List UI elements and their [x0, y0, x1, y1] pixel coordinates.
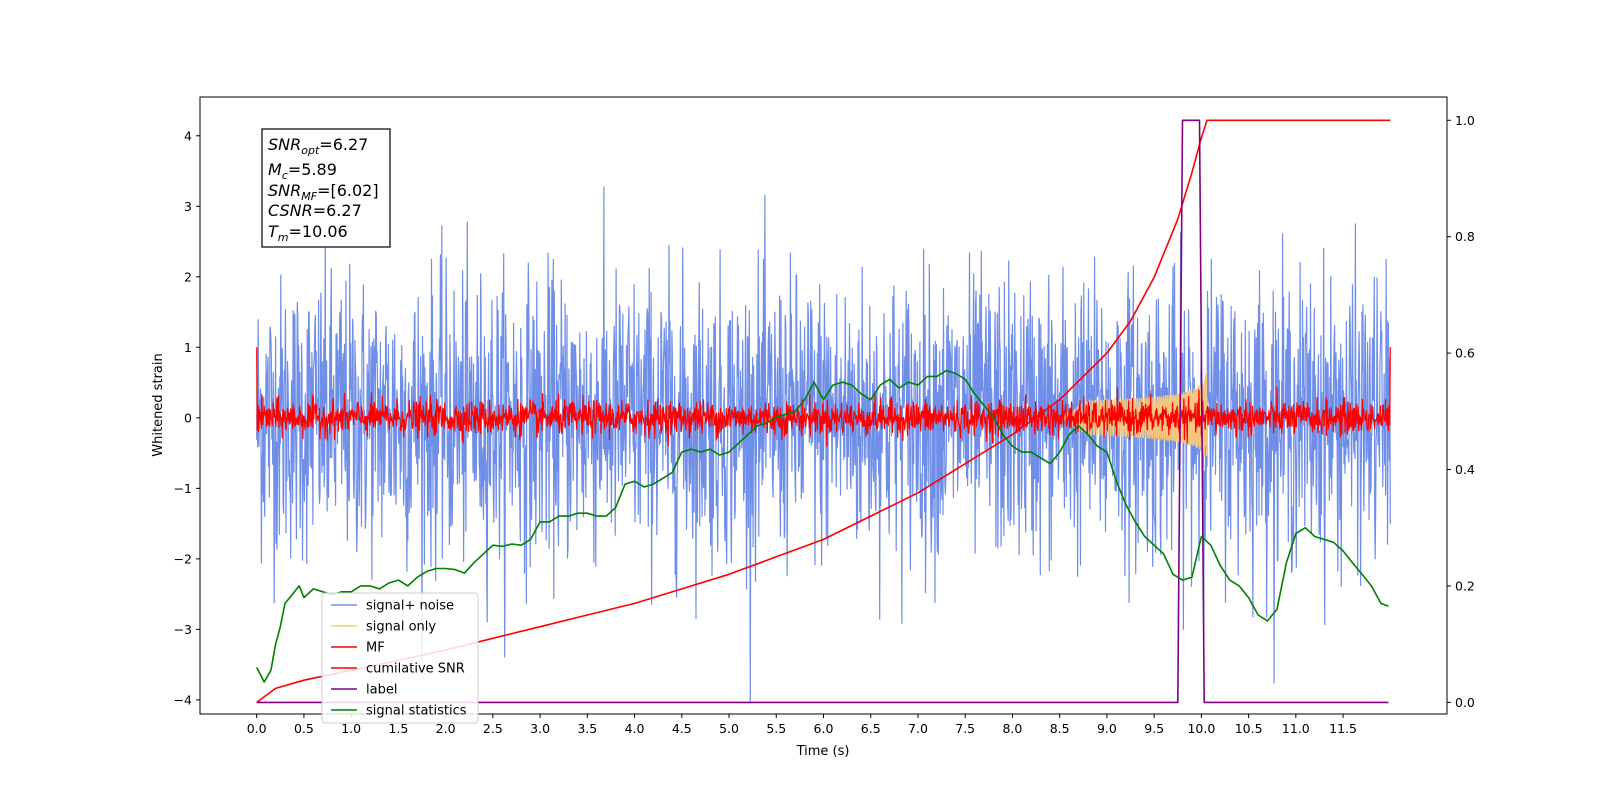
y-tick-label: 4 [184, 128, 192, 143]
x-tick-label: 1.5 [388, 721, 408, 736]
x-tick-label: 7.5 [955, 721, 975, 736]
x-tick-label: 4.5 [672, 721, 692, 736]
x-tick-label: 8.5 [1050, 721, 1070, 736]
y-tick-label: −3 [174, 622, 192, 637]
x-tick-label: 2.5 [483, 721, 503, 736]
legend-label: label [366, 683, 397, 698]
svg-text:SNRMF=[6.02]: SNRMF=[6.02] [268, 181, 379, 203]
y-tick-label: 2 [184, 269, 192, 284]
legend-label: signal+ noise [366, 599, 454, 614]
x-tick-label: 0.0 [247, 721, 267, 736]
series-signal-statistics [255, 369, 1389, 683]
y2-tick-label: 1.0 [1455, 113, 1475, 128]
y-tick-label: −1 [174, 481, 192, 496]
x-tick-label: 3.0 [530, 721, 550, 736]
x-tick-label: 6.5 [861, 721, 881, 736]
legend-label: signal only [366, 620, 436, 635]
info-snr-opt: =6.27 [319, 135, 368, 154]
y-axis-label: Whitened strain [151, 353, 166, 456]
info-tm: =10.06 [289, 222, 348, 241]
y-tick-label: 0 [184, 410, 192, 425]
x-tick-label: 4.0 [625, 721, 645, 736]
x-tick-label: 5.5 [766, 721, 786, 736]
series-label [256, 119, 1389, 704]
x-tick-label: 1.0 [341, 721, 361, 736]
svg-text:CSNR=6.27: CSNR=6.27 [268, 201, 362, 220]
x-tick-label: 11.0 [1282, 721, 1310, 736]
y2-tick-label: 0.2 [1455, 578, 1475, 593]
x-axis-label: Time (s) [796, 744, 850, 759]
legend: signal+ noise signal only MF cumilative SNR… [321, 592, 479, 724]
y2-tick-label: 0.0 [1455, 695, 1475, 710]
x-tick-label: 9.0 [1097, 721, 1117, 736]
svg-text:Mc=5.89: Mc=5.89 [268, 160, 337, 182]
y-tick-label: 1 [184, 340, 192, 355]
x-tick-label: 3.5 [577, 721, 597, 736]
info-csnr: =6.27 [313, 201, 362, 220]
legend-label: cumilative SNR [366, 662, 465, 677]
info-mc: =5.89 [288, 160, 337, 179]
x-tick-label: 10.5 [1235, 721, 1263, 736]
x-tick-label: 7.0 [908, 721, 928, 736]
x-tick-label: 5.0 [719, 721, 739, 736]
info-snr-mf: =[6.02] [317, 181, 379, 200]
x-tick-label: 9.5 [1144, 721, 1164, 736]
legend-label: MF [366, 641, 385, 656]
legend-label: signal statistics [366, 704, 467, 719]
y2-tick-label: 0.6 [1455, 346, 1475, 361]
y-tick-label: −4 [174, 692, 192, 707]
y2-tick-label: 0.4 [1455, 462, 1475, 477]
info-box: SNRopt=6.27 Mc=5.89 SNRMF=[6.02] CSNR=6.… [261, 128, 391, 248]
y-tick-label: −2 [174, 551, 192, 566]
x-tick-label: 8.0 [1002, 721, 1022, 736]
x-tick-label: 10.0 [1187, 721, 1215, 736]
svg-text:SNRopt=6.27: SNRopt=6.27 [268, 135, 368, 157]
x-tick-label: 11.5 [1329, 721, 1357, 736]
x-tick-label: 0.5 [294, 721, 314, 736]
y2-tick-label: 0.8 [1455, 229, 1475, 244]
x-tick-label: 6.0 [814, 721, 834, 736]
y-tick-label: 3 [184, 199, 192, 214]
x-tick-label: 2.0 [436, 721, 456, 736]
svg-text:Tm=10.06: Tm=10.06 [268, 222, 348, 244]
